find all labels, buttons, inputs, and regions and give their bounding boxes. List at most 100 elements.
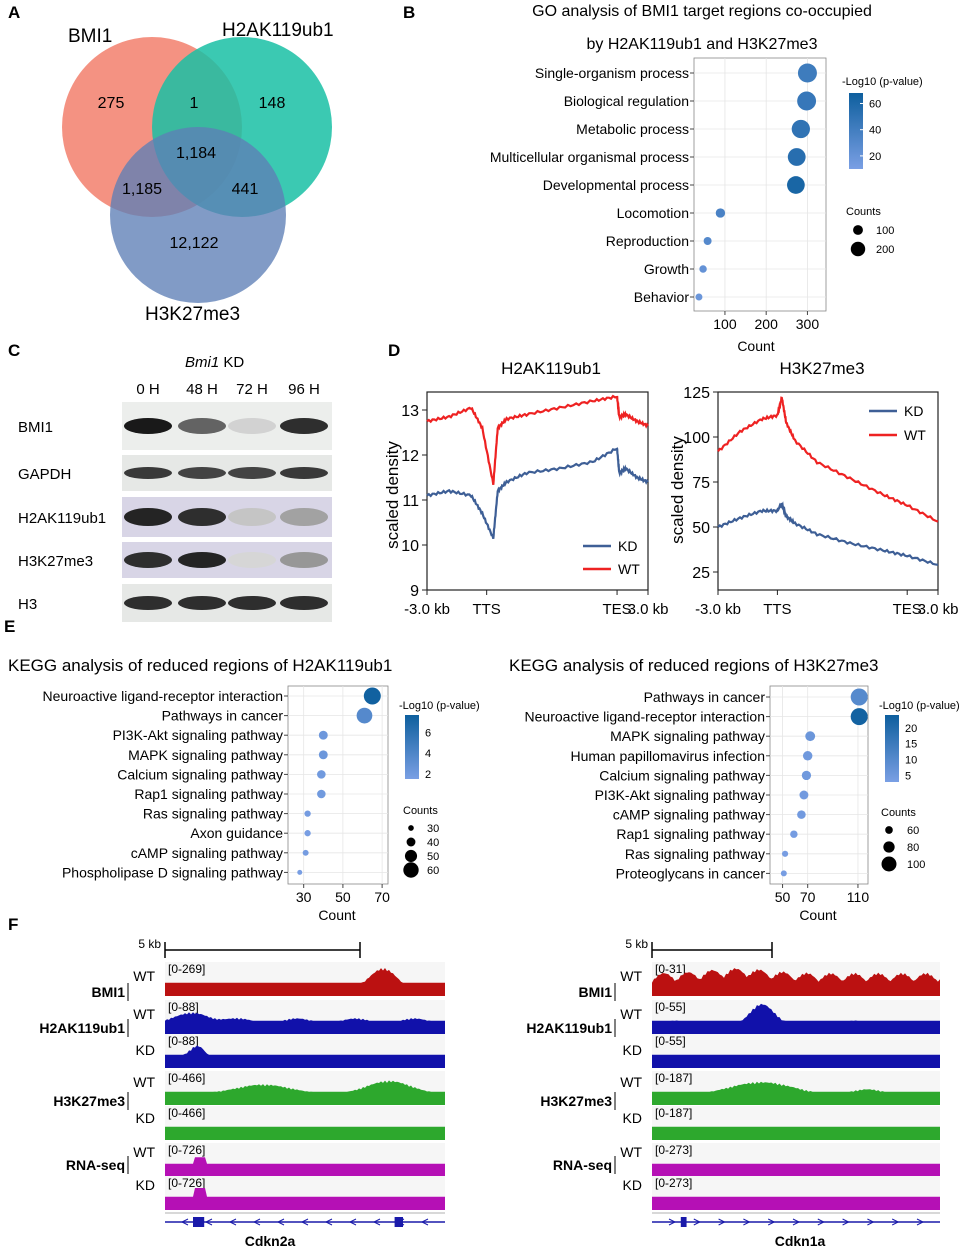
panel-d: D H2AK119ub1 H3K27me3 scaled density sca… (383, 341, 958, 618)
y-tick-label: 11 (402, 493, 419, 510)
dot (799, 790, 809, 800)
x-tick-label: 50 (775, 889, 791, 905)
track-range: [0-88] (168, 1034, 199, 1048)
signal-track (165, 1188, 445, 1210)
go-size-legend-title: Counts (846, 206, 881, 218)
size-legend-dot (850, 241, 866, 257)
category-label: Growth (644, 261, 689, 277)
dot (802, 751, 813, 761)
d2-title: H3K27me3 (779, 359, 864, 378)
condition-label: KD (623, 1177, 642, 1193)
legend-label: WT (618, 561, 640, 577)
wb-band (228, 508, 276, 526)
dot (850, 688, 868, 706)
track-range: [0-187] (655, 1071, 692, 1085)
color-tick-label: 60 (869, 98, 881, 110)
exon (193, 1217, 205, 1227)
x-tick-label: 70 (374, 889, 390, 905)
condition-label: KD (623, 1042, 642, 1058)
color-tick-label: 2 (425, 769, 431, 781)
signal-track (652, 1054, 940, 1068)
y-tick-label: 75 (692, 475, 710, 492)
panel-letter-a: A (8, 3, 20, 22)
venn-label-h3k27me3: H3K27me3 (145, 304, 240, 325)
venn-h3k27me3 (110, 127, 286, 303)
e2-xticks: 50 70 110 (775, 884, 870, 905)
condition-label: KD (136, 1042, 155, 1058)
condition-label: WT (133, 968, 155, 984)
go-size-legend: 100 200 (850, 225, 894, 257)
wb-band (280, 552, 328, 568)
color-tick-label: 5 (905, 771, 911, 783)
color-legend-title: -Log10 (p-value) (879, 700, 960, 712)
venn-count-bmi1-h2a: 1 (190, 95, 199, 112)
track-group-label: H3K27me3 (53, 1093, 125, 1109)
size-legend-label: 200 (876, 244, 894, 256)
go-title-line1: GO analysis of BMI1 target regions co-oc… (532, 3, 872, 20)
x-tick-label: 30 (296, 889, 312, 905)
y-tick-label: 12 (401, 448, 419, 465)
panel-letter-c: C (8, 341, 20, 360)
e2-color-ticks: 5 10 15 20 (896, 723, 917, 783)
y-tick-label: 100 (683, 430, 710, 447)
dot (703, 237, 712, 245)
venn-count-bmi1-only: 275 (98, 95, 125, 112)
strand-arrow (228, 1218, 237, 1226)
size-legend-label: 30 (427, 823, 439, 835)
wb-band (228, 596, 276, 610)
category-label: Locomotion (617, 205, 689, 221)
condition-label: WT (620, 1144, 642, 1160)
strand-arrow (324, 1218, 333, 1226)
gene-name: Cdkn1a (775, 1233, 826, 1249)
x-tick-label: 110 (847, 889, 870, 905)
track-group-label: BMI1 (579, 984, 613, 1000)
strand-arrow (252, 1218, 261, 1226)
wb-band (178, 418, 226, 434)
track-range: [0-187] (655, 1106, 692, 1120)
category-label: Ras signaling pathway (143, 806, 283, 822)
signal-track (652, 1163, 940, 1177)
y-tick-label: 125 (683, 385, 710, 402)
d2-y-label: scaled density (668, 436, 687, 544)
dot (356, 707, 373, 724)
wb-row-label: H3 (18, 596, 37, 613)
size-legend-label: 60 (427, 865, 439, 877)
condition-label: WT (620, 968, 642, 984)
x-tick-label: TTS (763, 601, 791, 618)
category-label: MAPK signaling pathway (128, 747, 283, 763)
size-legend-title: Counts (403, 805, 438, 817)
strand-arrow (718, 1218, 726, 1226)
plot-frame (426, 391, 649, 591)
color-tick-label: 6 (425, 728, 431, 740)
category-label: Metabolic process (576, 121, 689, 137)
dot (790, 830, 798, 838)
dot (797, 810, 806, 819)
strand-arrow (693, 1218, 701, 1226)
e2-grid (770, 686, 868, 884)
x-tick-label: -3.0 kb (404, 601, 450, 618)
dot (302, 849, 309, 856)
condition-label: WT (133, 1006, 155, 1022)
wb-band (228, 552, 276, 568)
venn-count-h3k-only: 12,122 (170, 235, 219, 252)
strand-arrow (867, 1218, 875, 1226)
exon (680, 1217, 687, 1227)
panel-f: F 5 kb [0-269] [0-88] [0-88] [0-466] [0-466] [… (8, 915, 940, 1249)
track-range: [0-31] (655, 962, 686, 976)
dot (787, 148, 806, 166)
wb-timepoint-label: 96 H (288, 381, 320, 398)
color-tick-label: 10 (905, 755, 917, 767)
category-label: PI3K-Akt signaling pathway (113, 727, 283, 743)
color-bar (405, 715, 419, 779)
venn-count-center: 1,184 (176, 145, 216, 162)
color-tick-label: 40 (869, 125, 881, 137)
e2-title: KEGG analysis of reduced regions of H3K2… (509, 656, 878, 675)
track-range: [0-273] (655, 1176, 692, 1190)
go-x-label: Count (737, 338, 774, 354)
wb-band (124, 418, 172, 434)
dot (780, 870, 787, 877)
condition-label: WT (620, 1006, 642, 1022)
category-label: Neuroactive ligand-receptor interaction (525, 709, 765, 725)
size-legend-dot (404, 849, 418, 863)
